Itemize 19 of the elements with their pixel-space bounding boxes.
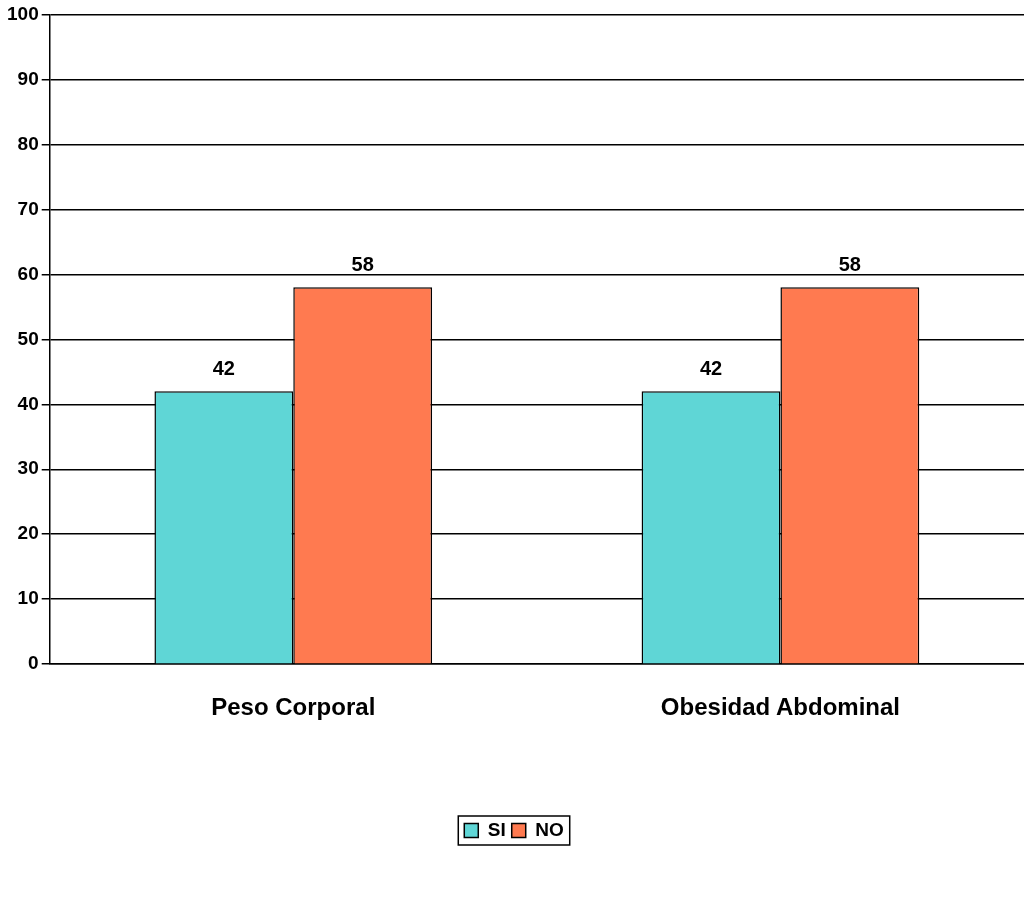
y-tick-label: 50 — [17, 327, 39, 349]
data-label: 58 — [351, 252, 374, 275]
data-label: 58 — [838, 252, 861, 275]
data-label: 42 — [699, 356, 723, 379]
x-tick-label: Obesidad Abdominal — [660, 693, 900, 721]
y-tick-label: 100 — [7, 2, 39, 24]
y-tick-label: 20 — [17, 522, 39, 544]
legend-label: SI — [487, 818, 506, 840]
y-tick-label: 40 — [17, 392, 39, 414]
data-label: 42 — [212, 356, 235, 379]
y-tick-label: 90 — [17, 67, 39, 89]
y-tick-label: 60 — [17, 262, 39, 284]
legend-label: NO — [535, 818, 564, 840]
y-tick-label: 30 — [17, 457, 39, 479]
y-tick-label: 10 — [17, 587, 39, 609]
x-tick-label: Peso Corporal — [211, 693, 376, 721]
y-tick-label: 0 — [28, 652, 39, 674]
y-tick-label: 70 — [17, 197, 39, 219]
y-tick-label: 80 — [17, 132, 39, 154]
